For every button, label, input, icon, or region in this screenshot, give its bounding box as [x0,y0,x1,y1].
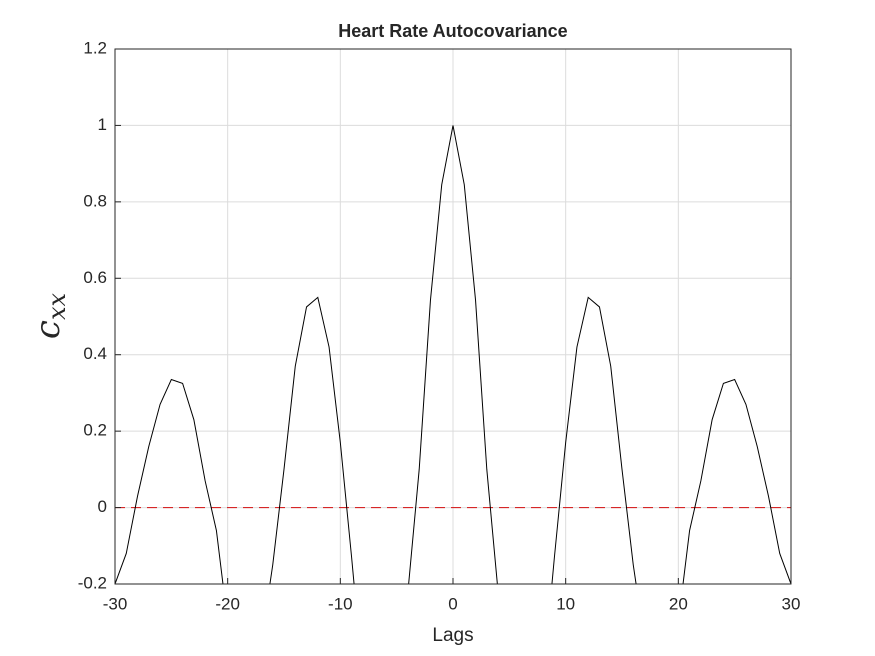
y-axis-label: cxx [28,292,71,339]
y-tick-label: 1.2 [83,38,107,57]
x-axis-label: Lags [432,625,473,646]
x-tick-label: -30 [103,594,128,613]
y-axis-label-sub: xx [43,292,71,320]
chart-title: Heart Rate Autocovariance [338,21,567,41]
y-tick-label: 0 [98,497,107,516]
x-tick-label: 10 [556,594,575,613]
y-axis-label-base: c [28,320,68,339]
x-tick-label: -20 [215,594,240,613]
y-tick-label: 0.8 [83,191,107,210]
x-tick-label: 0 [448,594,457,613]
y-tick-label: 0.2 [83,421,107,440]
y-tick-label: 0.4 [83,344,107,363]
plot [115,125,791,584]
x-tick-label: 30 [782,594,801,613]
y-tick-label: 1 [98,115,107,134]
y-tick-label: -0.2 [78,573,107,592]
x-tick-label: -10 [328,594,353,613]
labels: -0.2 0 0.2 0.4 0.6 0.8 1 1.2 -30 -20 -10 0 10 20 30 [78,38,801,613]
data-line [115,125,791,584]
y-tick-label: 0.6 [83,268,107,287]
x-tick-label: 20 [669,594,688,613]
